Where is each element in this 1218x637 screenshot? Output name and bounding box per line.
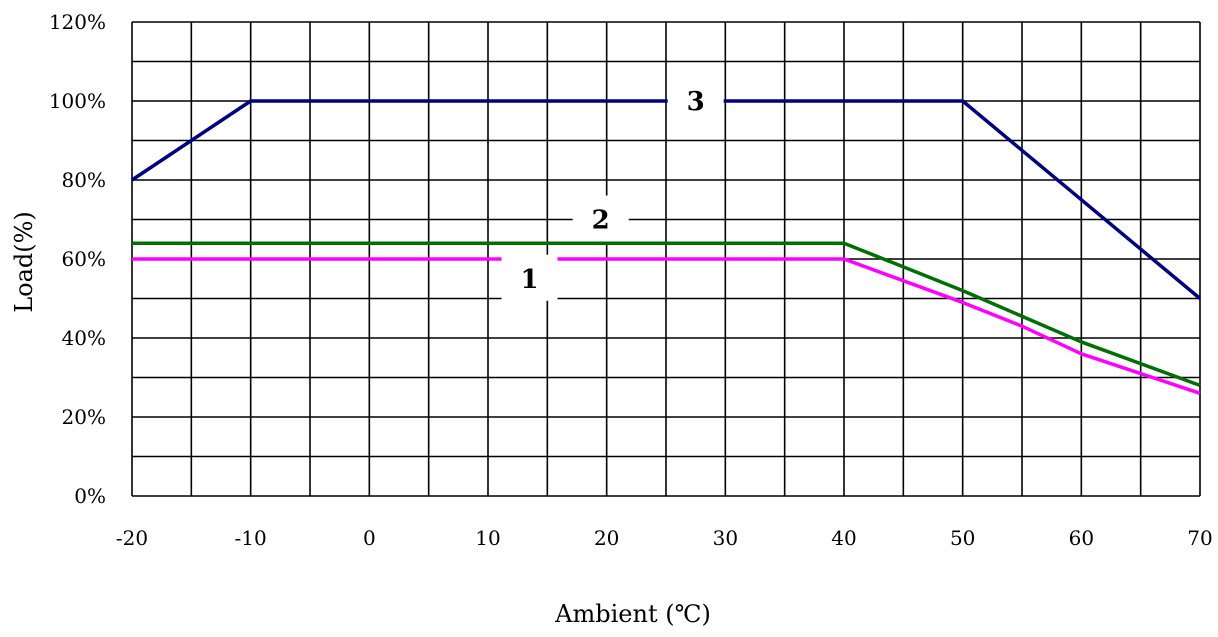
x-tick-label: -20 <box>116 526 148 550</box>
series-label-mask <box>572 195 629 242</box>
x-tick-label: 50 <box>950 526 975 550</box>
x-tick-label: 10 <box>475 526 500 550</box>
x-tick-label: -10 <box>235 526 267 550</box>
x-axis-label: Ambient (℃) <box>554 600 711 628</box>
y-tick-label: 20% <box>62 405 106 429</box>
y-tick-label: 40% <box>62 326 106 350</box>
y-tick-label: 100% <box>49 89 106 113</box>
tick-labels: -20 -10 0 10 20 30 40 50 60 70 0% 20% 40% 60% 80% 100% 1… <box>49 10 1213 550</box>
series-labels: 1 2 3 <box>501 77 724 301</box>
series-line-2 <box>132 241 1201 388</box>
series-label-mask <box>667 77 724 123</box>
x-tick-label: 30 <box>713 526 738 550</box>
series-label-mask <box>501 254 558 301</box>
x-tick-label: 60 <box>1069 526 1094 550</box>
x-tick-label: 20 <box>594 526 619 550</box>
y-tick-label: 80% <box>62 168 106 192</box>
y-tick-label: 120% <box>49 10 106 34</box>
series-label-3: 3 <box>687 87 705 117</box>
y-tick-label: 60% <box>62 247 106 271</box>
series-label-1: 1 <box>520 265 538 295</box>
x-tick-label: 70 <box>1187 526 1212 550</box>
y-tick-label: 0% <box>74 484 106 508</box>
x-tick-label: 0 <box>363 526 376 550</box>
series-lines <box>131 99 1202 395</box>
series-line-1 <box>132 257 1201 395</box>
x-tick-label: 40 <box>831 526 856 550</box>
series-label-2: 2 <box>592 206 610 236</box>
series-line-3 <box>131 99 1202 300</box>
y-axis-label: Load(%) <box>10 211 38 313</box>
